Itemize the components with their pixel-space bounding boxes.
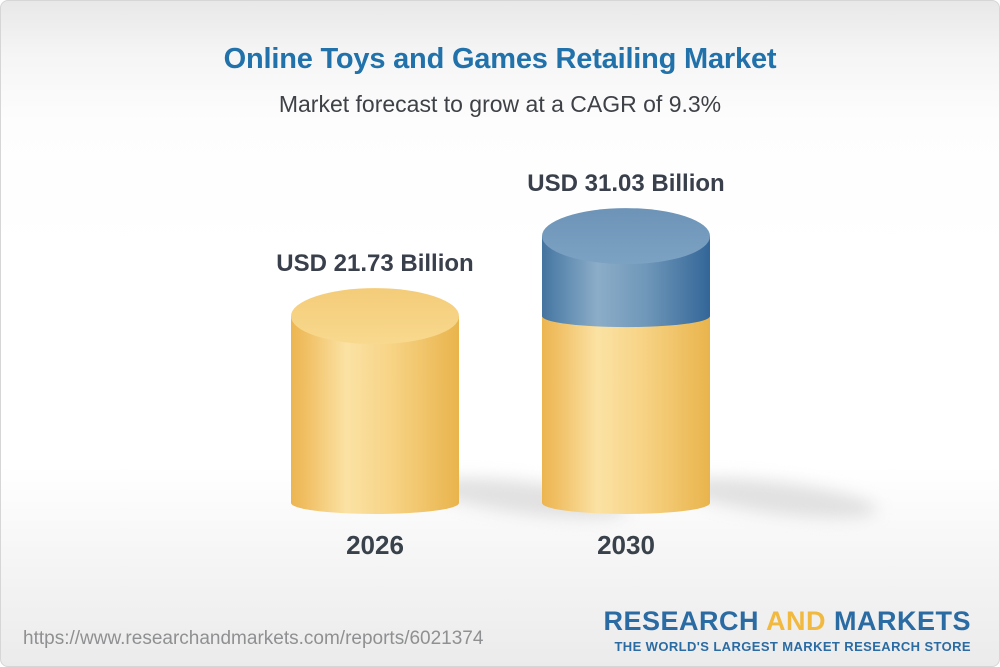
bar-segment-2030-yellow xyxy=(542,316,710,514)
bar-category-label: 2026 xyxy=(346,530,404,560)
cylinder-top-2026 xyxy=(291,288,459,345)
logo-word-and: AND xyxy=(765,606,826,636)
bar-value-label: USD 21.73 Billion xyxy=(276,250,473,277)
logo-word-markets: MARKETS xyxy=(834,606,971,636)
chart-header: Online Toys and Games Retailing Market M… xyxy=(1,1,999,118)
page-title: Online Toys and Games Retailing Market xyxy=(223,43,777,75)
logo-wordmark: RESEARCH AND MARKETS xyxy=(603,608,971,635)
bar-category-label: 2030 xyxy=(597,530,655,560)
bar-segment-2026-yellow xyxy=(291,316,459,514)
logo-word-research: RESEARCH xyxy=(603,606,759,636)
cylinder-top-2030 xyxy=(542,208,710,265)
bar-value-label: USD 31.03 Billion xyxy=(527,170,724,197)
cylinder-shadow xyxy=(678,477,878,519)
research-and-markets-logo: RESEARCH AND MARKETS THE WORLD'S LARGEST… xyxy=(603,608,971,654)
logo-tagline: THE WORLD'S LARGEST MARKET RESEARCH STOR… xyxy=(614,639,971,654)
page-subtitle: Market forecast to grow at a CAGR of 9.3… xyxy=(278,91,722,117)
report-url[interactable]: https://www.researchandmarkets.com/repor… xyxy=(23,628,484,649)
